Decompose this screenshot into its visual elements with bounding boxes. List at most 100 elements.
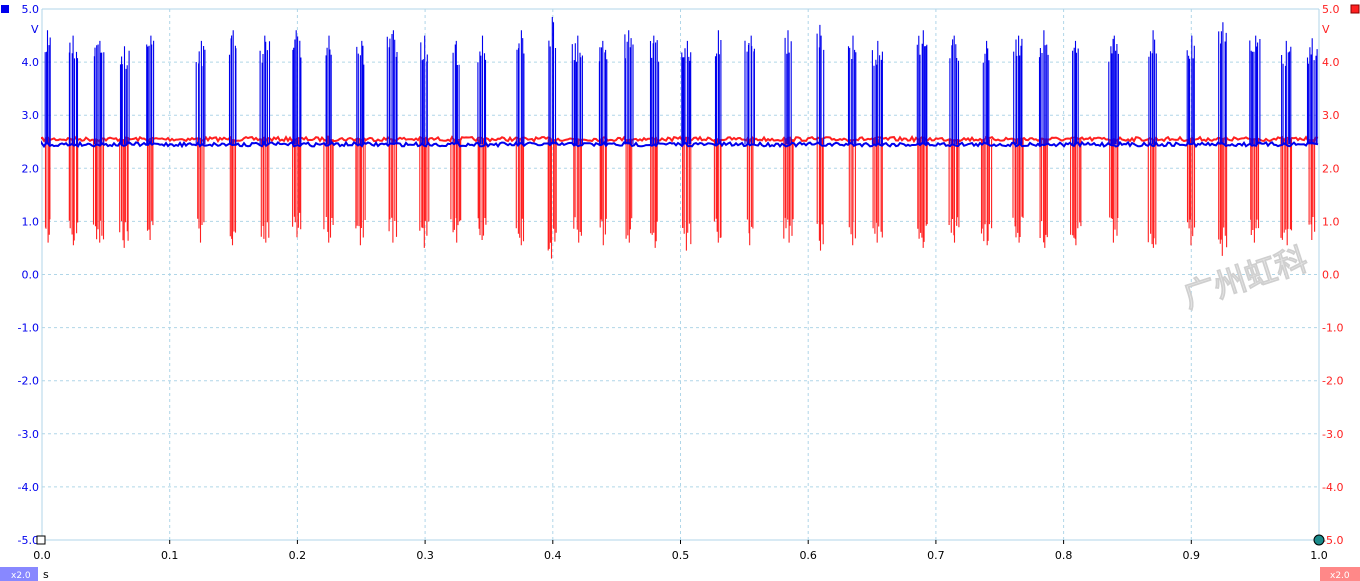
waveform-spike-burst <box>197 139 205 243</box>
waveform-spike-burst <box>420 35 428 145</box>
waveform-spike-burst <box>516 30 525 145</box>
waveform-spike-burst <box>598 40 608 145</box>
waveform-spike-burst <box>547 139 557 259</box>
channel-a-scale-label: x2.0 <box>11 571 31 581</box>
waveform-spike-burst <box>386 30 398 145</box>
waveform-spike-burst <box>872 139 883 243</box>
left-y-tick-label: 5.0 <box>22 3 40 16</box>
left-y-axis-tick-labels: 5.0 4.0 3.0 2.0 1.0 0.0 -1.0 -2.0 -3.0 -4.0 -5.0 <box>18 3 39 547</box>
waveform-spike-burst <box>93 40 105 145</box>
waveform-spike-burst <box>1186 139 1196 246</box>
waveform-spike-burst <box>649 35 660 145</box>
waveform-spike-burst <box>1306 38 1318 145</box>
waveform-spike-burst <box>714 30 722 145</box>
waveform-spike-burst <box>816 139 824 251</box>
waveform-spike-burst <box>1038 30 1049 145</box>
x-tick-label: 0.4 <box>544 549 562 562</box>
waveform-spike-burst <box>356 40 365 145</box>
right-y-tick-label: 3.0 <box>1322 109 1340 122</box>
waveform-spike-burst <box>1147 139 1157 248</box>
waveform-spike-burst <box>1249 35 1261 145</box>
waveform-spike-burst <box>119 139 129 248</box>
x-axis-tick-labels: 0.0 0.1 0.2 0.3 0.4 0.5 0.6 0.7 0.8 0.9 1.0 <box>33 540 1328 562</box>
waveform-spike-burst <box>848 139 856 246</box>
x-tick-label: 1.0 <box>1310 549 1328 562</box>
channel-a-unit: V <box>31 23 39 36</box>
left-y-tick-label: 2.0 <box>22 162 40 175</box>
waveform-spike-burst <box>1039 139 1048 248</box>
left-y-tick-label: 1.0 <box>22 215 40 228</box>
waveform-spike-burst <box>1013 35 1023 145</box>
channel-b-color-marker[interactable] <box>1350 4 1360 14</box>
waveform-spike-burst <box>1218 139 1228 256</box>
x-tick-label: 0.0 <box>33 549 51 562</box>
waveform-spike-burst <box>784 30 792 145</box>
waveform-spike-burst <box>515 139 525 246</box>
waveform-spike-burst <box>44 139 51 243</box>
right-y-tick-label: -3.0 <box>1322 428 1343 441</box>
waveform-spike-burst <box>323 139 334 243</box>
left-y-tick-label: -5.0 <box>18 534 39 547</box>
left-y-tick-label: -3.0 <box>18 428 39 441</box>
waveform-spike-burst <box>259 35 271 145</box>
channel-a-color-marker[interactable] <box>1 5 9 13</box>
waveform-spike-burst <box>650 139 658 248</box>
waveform-spike-burst <box>450 139 462 243</box>
right-y-tick-label: -2.0 <box>1322 375 1343 388</box>
x-tick-label: 0.9 <box>1183 549 1201 562</box>
right-y-axis-tick-labels: 5.0 4.0 3.0 2.0 1.0 0.0 -1.0 -2.0 -3.0 -4.0 -5.0 <box>1322 3 1343 547</box>
waveform-spike-burst <box>548 17 557 145</box>
right-y-tick-label: 1.0 <box>1322 215 1340 228</box>
waveform-spike-burst <box>948 139 960 243</box>
waveform-spike-burst <box>119 46 130 145</box>
right-y-tick-label: 2.0 <box>1322 162 1340 175</box>
waveform-spike-burst <box>92 139 105 243</box>
channel-b-scale-badge[interactable] <box>1320 567 1360 581</box>
left-y-tick-label: -1.0 <box>18 322 39 335</box>
right-y-tick-label: -4.0 <box>1322 481 1343 494</box>
waveform-spike-burst <box>355 139 366 246</box>
waveform-spike-burst <box>1070 139 1082 246</box>
waveform-spike-burst <box>571 35 583 145</box>
right-y-tick-label: -5.0 <box>1322 534 1343 547</box>
waveform-spike-burst <box>982 40 990 145</box>
waveform-spike-burst <box>292 30 302 145</box>
waveform-spike-burst <box>228 30 237 145</box>
waveform-spike-burst <box>146 139 154 240</box>
right-y-tick-label: 0.0 <box>1322 269 1340 282</box>
channel-b-waveform <box>41 135 1319 259</box>
waveform-spike-burst <box>599 139 607 246</box>
waveform-spike-burst <box>816 24 825 145</box>
waveform-spike-burst <box>682 139 692 251</box>
x-tick-label: 0.2 <box>289 549 307 562</box>
x-tick-label: 0.6 <box>799 549 817 562</box>
waveform-spike-burst <box>847 35 857 145</box>
channel-b-unit: V <box>1322 23 1330 36</box>
waveform-spike-burst <box>783 139 794 243</box>
waveform-spike-burst <box>292 139 302 238</box>
waveform-spike-burst <box>949 35 960 145</box>
waveform-spike-burst <box>68 35 79 145</box>
x-tick-label: 0.7 <box>927 549 945 562</box>
time-ruler-start-handle[interactable] <box>36 535 46 545</box>
waveform-spike-burst <box>477 139 487 240</box>
waveform-spike-burst <box>260 139 270 243</box>
waveform-baseline <box>41 140 1319 149</box>
waveform-spike-burst <box>746 139 754 246</box>
waveform-spike-burst <box>1072 40 1079 145</box>
time-ruler-end-handle[interactable] <box>1313 534 1325 546</box>
waveform-baseline <box>41 135 1319 144</box>
waveform-spike-burst <box>195 40 206 145</box>
waveform-spike-burst <box>68 139 79 246</box>
channel-a-waveform <box>41 17 1319 149</box>
waveform-spike-burst <box>229 139 237 246</box>
channel-a-scale-badge[interactable] <box>0 567 38 581</box>
waveform-spike-burst <box>1308 139 1316 240</box>
waveform-spike-burst <box>1280 139 1293 246</box>
waveform-spike-burst <box>916 30 928 145</box>
waveform-spike-burst <box>1012 139 1024 243</box>
waveform-spike-burst <box>146 35 155 145</box>
left-y-tick-label: -4.0 <box>18 481 39 494</box>
waveform-spike-burst <box>1250 139 1260 243</box>
left-y-tick-label: 4.0 <box>22 56 40 69</box>
